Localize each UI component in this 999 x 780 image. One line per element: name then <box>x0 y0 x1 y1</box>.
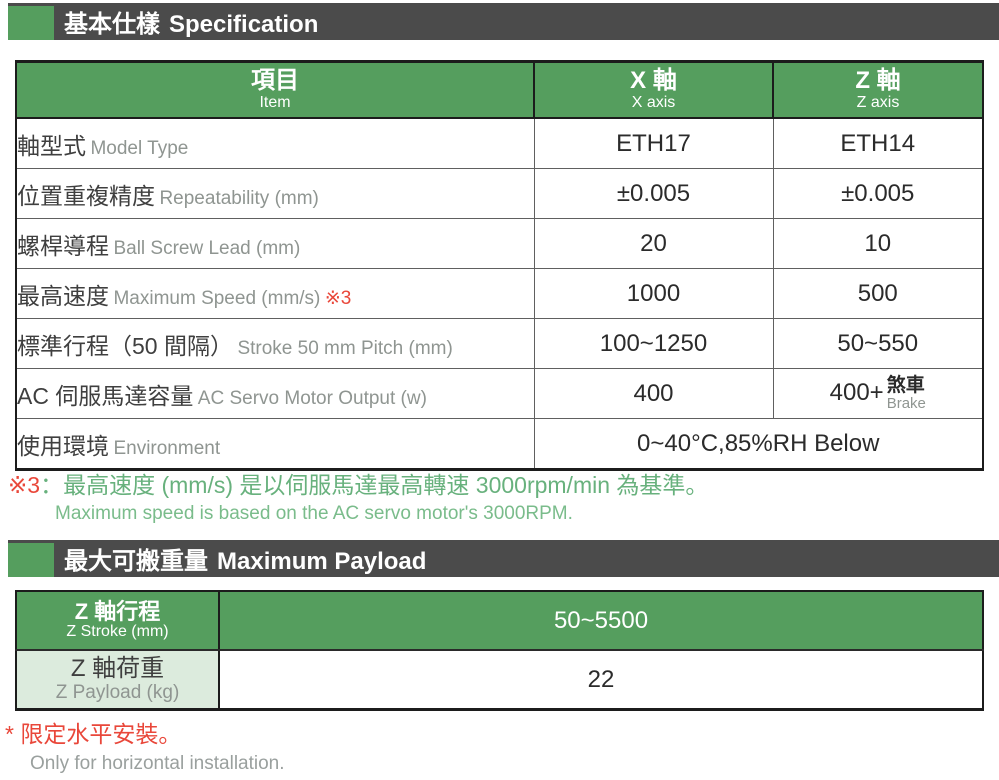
cell-z-output: 400+ 煞車 Brake <box>772 368 984 419</box>
payload-row-header-stroke: Z 軸行程 Z Stroke (mm) <box>16 591 220 651</box>
section-title-payload: 最大可搬重量 Maximum Payload <box>64 541 426 576</box>
row-label-zh: 軸型式 <box>17 132 86 159</box>
spec-header-row: 項目 Item X 軸 X axis Z 軸 Z axis <box>15 60 984 119</box>
column-header-x-en: X axis <box>631 93 676 111</box>
cell-x-lead: 20 <box>533 218 774 269</box>
row-label: 螺桿導程 Ball Screw Lead (mm) <box>15 218 535 269</box>
table-row-repeatability: 位置重複精度 Repeatability (mm) ±0.005 ±0.005 <box>15 168 984 219</box>
section-title-en: Maximum Payload <box>217 548 427 575</box>
column-header-z-zh: Z 軸 <box>855 67 901 95</box>
row-label-en: Stroke 50 mm Pitch (mm) <box>237 337 453 359</box>
footnote-star-marker: * <box>5 721 14 747</box>
table-row-z-payload: Z 軸荷重 Z Payload (kg) 22 <box>16 650 983 710</box>
row-label-zh: AC 伺服馬達容量 <box>17 382 194 409</box>
payload-header-en: Z Stroke (mm) <box>66 623 169 641</box>
section-header-maximum-payload: 最大可搬重量 Maximum Payload <box>8 540 999 577</box>
row-label: 使用環境 Environment <box>15 418 535 470</box>
column-header-z-en: Z axis <box>856 93 900 111</box>
footnote-marker: ※3 <box>8 472 41 498</box>
cell-z-model: ETH14 <box>772 117 984 169</box>
brake-annotation: 煞車 Brake <box>886 374 926 412</box>
section-title-en: Specification <box>169 11 319 38</box>
column-header-item-zh: 項目 <box>251 67 299 95</box>
brake-zh: 煞車 <box>886 374 925 396</box>
row-label-zh: 標準行程（50 間隔） <box>17 332 233 359</box>
table-row-environment: 使用環境 Environment 0~40°C,85%RH Below <box>15 418 984 470</box>
row-label-en: Environment <box>113 437 221 459</box>
green-square-icon <box>8 6 54 40</box>
row-label: 位置重複精度 Repeatability (mm) <box>15 168 535 219</box>
payload-header-en: Z Payload (kg) <box>55 681 180 703</box>
table-row-z-stroke: Z 軸行程 Z Stroke (mm) 50~5500 <box>16 591 983 651</box>
payload-header-zh: Z 軸荷重 <box>70 655 165 683</box>
footnote-horizontal-zh-line: * 限定水平安裝。 <box>5 715 285 749</box>
footnote-horizontal-installation: * 限定水平安裝。 Only for horizontal installati… <box>5 715 285 775</box>
row-label-en: Model Type <box>90 137 189 159</box>
row-label-en: Ball Screw Lead (mm) <box>113 237 301 259</box>
section-title-specification: 基本仕樣 Specification <box>64 4 318 39</box>
section-title-zh: 最大可搬重量 <box>64 548 208 575</box>
row-label-en: Repeatability (mm) <box>159 187 319 209</box>
cell-z-stroke: 50~550 <box>772 318 984 369</box>
footnote-max-speed-en-line: Maximum speed is based on the AC servo m… <box>55 502 573 524</box>
payload-table: Z 軸行程 Z Stroke (mm) 50~5500 Z 軸荷重 Z Payl… <box>15 590 984 711</box>
row-label: 最高速度 Maximum Speed (mm/s) ※3 <box>15 268 535 319</box>
column-header-item-en: Item <box>259 93 291 111</box>
payload-header-zh: Z 軸行程 <box>74 599 161 624</box>
cell-z-speed: 500 <box>772 268 984 319</box>
section-header-specification: 基本仕樣 Specification <box>8 3 999 40</box>
row-label-zh: 最高速度 <box>17 282 109 309</box>
specification-table: 項目 Item X 軸 X axis Z 軸 Z axis 軸型式 Model … <box>15 60 984 471</box>
row-label: 標準行程（50 間隔） Stroke 50 mm Pitch (mm) <box>15 318 535 369</box>
row-label: AC 伺服馬達容量 AC Servo Motor Output (w) <box>15 368 535 419</box>
column-header-z-axis: Z 軸 Z axis <box>772 60 984 119</box>
footnote-max-speed: ※3：最高速度 (mm/s) 是以伺服馬達最高轉速 3000rpm/min 為基… <box>8 472 708 525</box>
row-label-note-marker: ※3 <box>324 287 352 309</box>
footnote-max-speed-zh-line: ※3：最高速度 (mm/s) 是以伺服馬達最高轉速 3000rpm/min 為基… <box>8 472 708 500</box>
cell-environment: 0~40°C,85%RH Below <box>533 418 984 470</box>
brake-en: Brake <box>886 394 926 412</box>
row-label-zh: 使用環境 <box>17 432 109 459</box>
cell-z-payload-value: 22 <box>219 650 983 710</box>
table-row-servo-output: AC 伺服馬達容量 AC Servo Motor Output (w) 400 … <box>15 368 984 419</box>
green-square-icon <box>8 543 54 577</box>
table-row-model-type: 軸型式 Model Type ETH17 ETH14 <box>15 117 984 169</box>
cell-z-stroke-range: 50~5500 <box>219 591 983 651</box>
cell-x-model: ETH17 <box>533 117 774 169</box>
cell-x-output: 400 <box>533 368 774 419</box>
cell-x-stroke: 100~1250 <box>533 318 774 369</box>
footnote-zh-text: ：最高速度 (mm/s) 是以伺服馬達最高轉速 3000rpm/min 為基準。 <box>40 472 709 498</box>
column-header-x-axis: X 軸 X axis <box>533 60 774 119</box>
cell-x-repeatability: ±0.005 <box>533 168 774 219</box>
section-title-zh: 基本仕樣 <box>64 11 160 38</box>
output-value-prefix: 400+ <box>829 378 884 406</box>
table-row-ball-screw-lead: 螺桿導程 Ball Screw Lead (mm) 20 10 <box>15 218 984 269</box>
cell-z-repeatability: ±0.005 <box>772 168 984 219</box>
row-label: 軸型式 Model Type <box>15 117 535 169</box>
row-label-zh: 位置重複精度 <box>17 182 155 209</box>
cell-x-speed: 1000 <box>533 268 774 319</box>
payload-row-header-load: Z 軸荷重 Z Payload (kg) <box>16 650 220 710</box>
row-label-zh: 螺桿導程 <box>17 232 109 259</box>
table-row-maximum-speed: 最高速度 Maximum Speed (mm/s) ※3 1000 500 <box>15 268 984 319</box>
table-row-stroke: 標準行程（50 間隔） Stroke 50 mm Pitch (mm) 100~… <box>15 318 984 369</box>
footnote-zh-text: 限定水平安裝。 <box>20 721 182 747</box>
row-label-en: Maximum Speed (mm/s) <box>113 287 321 309</box>
column-header-item: 項目 Item <box>15 60 535 119</box>
footnote-horizontal-en-line: Only for horizontal installation. <box>30 753 285 774</box>
cell-z-lead: 10 <box>772 218 984 269</box>
row-label-en: AC Servo Motor Output (w) <box>197 387 427 409</box>
column-header-x-zh: X 軸 <box>630 67 677 95</box>
